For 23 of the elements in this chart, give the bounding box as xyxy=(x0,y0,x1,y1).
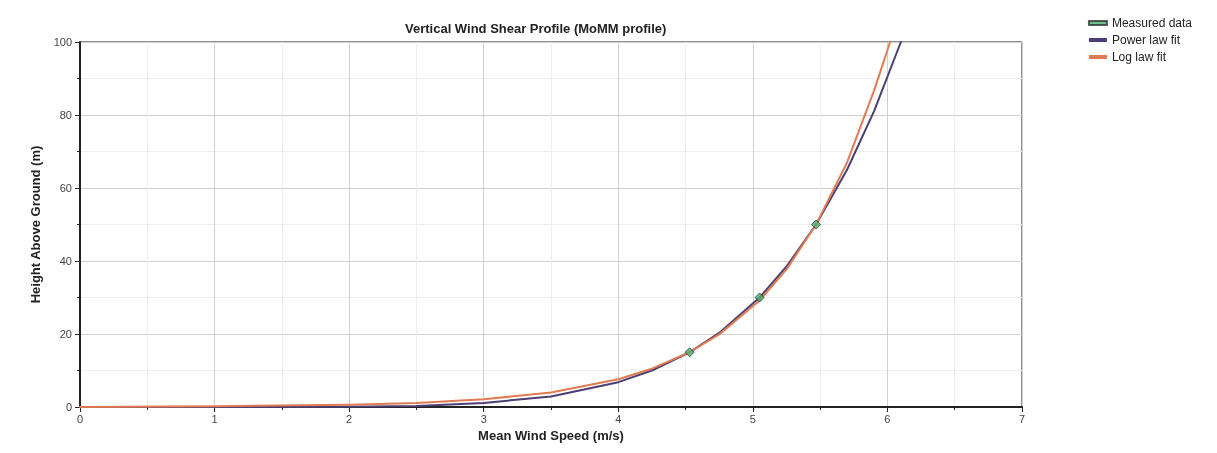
x-tick-label: 1 xyxy=(211,412,218,425)
chart-title: Vertical Wind Shear Profile (MoMM profile) xyxy=(405,21,667,36)
y-axis-title: Height Above Ground (m) xyxy=(28,145,43,304)
legend-label: Measured data xyxy=(1111,16,1193,30)
legend-label: Power law fit xyxy=(1111,33,1181,47)
y-tick-label: 60 xyxy=(59,182,72,194)
x-tick-label: 3 xyxy=(480,412,487,425)
y-tick-label: 0 xyxy=(65,401,72,413)
x-tick-label: 5 xyxy=(749,412,756,425)
y-tick-label: 40 xyxy=(59,255,72,267)
x-axis-title: Mean Wind Speed (m/s) xyxy=(478,427,624,443)
y-tick-label: 80 xyxy=(59,109,72,121)
x-tick-label: 0 xyxy=(76,412,84,425)
legend-label: Log law fit xyxy=(1111,50,1167,64)
point xyxy=(811,219,822,230)
x-tick-label: 7 xyxy=(1018,412,1026,425)
point xyxy=(684,347,695,358)
point xyxy=(754,292,765,303)
x-tick-label: 2 xyxy=(346,412,353,425)
x-tick-label: 6 xyxy=(884,412,891,425)
y-tick-label: 100 xyxy=(53,36,72,48)
x-tick-label: 4 xyxy=(615,412,622,425)
y-tick-label: 20 xyxy=(59,328,72,340)
